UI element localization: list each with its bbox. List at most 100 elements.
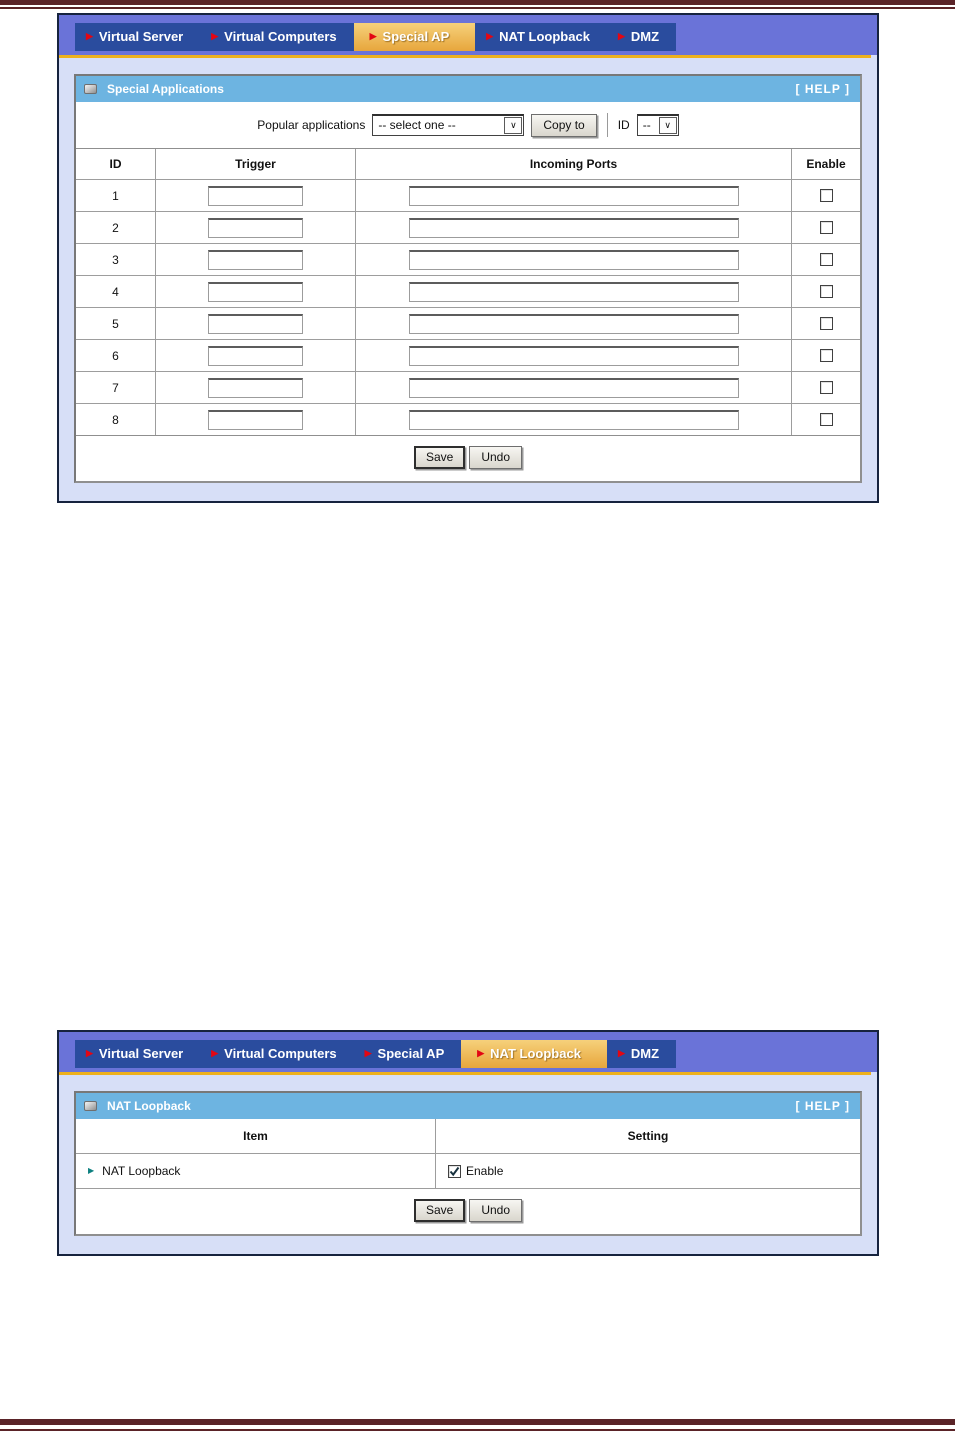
tab-dmz[interactable]: ▶ DMZ	[606, 1040, 677, 1068]
undo-button[interactable]: Undo	[469, 1199, 523, 1222]
tab-nat-loopback[interactable]: ▶ NAT Loopback	[475, 23, 607, 51]
incoming-ports-input-7[interactable]	[408, 377, 739, 398]
trigger-input-2[interactable]	[208, 217, 303, 238]
special-ap-table: ID Trigger Incoming Ports Enable 1 2	[76, 149, 860, 436]
checkmark-icon	[449, 1166, 460, 1176]
table-row: 6	[76, 340, 860, 372]
incoming-ports-input-1[interactable]	[408, 185, 739, 206]
copy-to-button[interactable]: Copy to	[531, 113, 597, 137]
tab-label: Special AP	[377, 1046, 445, 1061]
trigger-input-1[interactable]	[208, 185, 303, 206]
enable-checkbox-7[interactable]	[819, 381, 833, 394]
trigger-input-6[interactable]	[208, 345, 303, 366]
tab-special-ap[interactable]: ▶ Special AP	[353, 23, 476, 51]
trigger-input-5[interactable]	[208, 313, 303, 334]
tab-virtual-server[interactable]: ▶ Virtual Server	[75, 23, 201, 51]
panel-header: Special Applications [ HELP ]	[76, 76, 860, 102]
section-box-icon	[84, 1101, 97, 1111]
nav-tabs: ▶ Virtual Server ▶ Virtual Computers ▶ S…	[75, 1040, 677, 1068]
tab-label: Special AP	[382, 29, 450, 44]
special-ap-content: Special Applications [ HELP ] Popular ap…	[59, 58, 877, 501]
tab-virtual-computers[interactable]: ▶ Virtual Computers	[200, 1040, 354, 1068]
tab-label: Virtual Server	[98, 1046, 184, 1061]
nav-tabbar: ▶ Virtual Server ▶ Virtual Computers ▶ S…	[59, 1032, 877, 1072]
nat-loopback-panel: NAT Loopback [ HELP ] Item Setting ▶ NAT…	[74, 1091, 862, 1236]
enable-checkbox-6[interactable]	[819, 349, 833, 362]
help-link[interactable]: [ HELP ]	[795, 1099, 850, 1113]
col-header-incoming-ports: Incoming Ports	[356, 149, 792, 179]
tab-virtual-server[interactable]: ▶ Virtual Server	[75, 1040, 201, 1068]
enable-checkbox-1[interactable]	[819, 189, 833, 202]
tab-special-ap[interactable]: ▶ Special AP	[353, 1040, 462, 1068]
enable-checkbox-2[interactable]	[819, 221, 833, 234]
tab-label: DMZ	[630, 29, 660, 44]
incoming-ports-input-8[interactable]	[408, 409, 739, 430]
col-header-trigger: Trigger	[156, 149, 356, 179]
tab-arrow-icon: ▶	[486, 31, 494, 41]
form-buttons-row: Save Undo	[76, 1189, 860, 1234]
trigger-input-8[interactable]	[208, 409, 303, 430]
gold-underline	[59, 55, 871, 58]
enable-checkbox-8[interactable]	[819, 413, 833, 426]
tab-arrow-icon: ▶	[211, 31, 219, 41]
row-id: 1	[76, 180, 156, 211]
popular-applications-label: Popular applications	[257, 118, 366, 132]
undo-button[interactable]: Undo	[469, 446, 523, 469]
page-top-border-thick	[0, 0, 955, 5]
help-link[interactable]: [ HELP ]	[795, 82, 850, 96]
save-button[interactable]: Save	[413, 1199, 466, 1222]
col-header-item: Item	[76, 1119, 436, 1153]
table-row: 8	[76, 404, 860, 436]
form-buttons-row: Save Undo	[76, 436, 860, 481]
row-id: 3	[76, 244, 156, 275]
table-row: 7	[76, 372, 860, 404]
nav-tabs: ▶ Virtual Server ▶ Virtual Computers ▶ S…	[75, 23, 677, 51]
incoming-ports-input-5[interactable]	[408, 313, 739, 334]
incoming-ports-input-4[interactable]	[408, 281, 739, 302]
table-row: 2	[76, 212, 860, 244]
col-header-enable: Enable	[806, 157, 846, 171]
row-id: 8	[76, 404, 156, 435]
popular-applications-row: Popular applications -- select one -- ∨ …	[76, 102, 860, 149]
enable-checkbox-3[interactable]	[819, 253, 833, 266]
tab-virtual-computers[interactable]: ▶ Virtual Computers	[200, 23, 354, 51]
row-id: 4	[76, 276, 156, 307]
nat-loopback-table: Item Setting ▶ NAT Loopback	[76, 1119, 860, 1189]
panel-header: NAT Loopback [ HELP ]	[76, 1093, 860, 1119]
tab-nat-loopback[interactable]: ▶ NAT Loopback	[461, 1040, 607, 1068]
incoming-ports-input-3[interactable]	[408, 249, 739, 270]
copy-id-select[interactable]: -- ∨	[636, 114, 679, 136]
incoming-ports-input-6[interactable]	[408, 345, 739, 366]
item-bullet-icon: ▶	[88, 1166, 95, 1175]
table-row: ▶ NAT Loopback Enable	[76, 1154, 860, 1189]
col-header-setting: Setting	[627, 1129, 669, 1143]
item-label: NAT Loopback	[102, 1164, 181, 1178]
section-box-icon	[84, 84, 97, 94]
popular-applications-select[interactable]: -- select one -- ∨	[372, 114, 525, 136]
panel-title: NAT Loopback	[107, 1099, 191, 1113]
enable-checkbox-5[interactable]	[819, 317, 833, 330]
nat-loopback-enable-checkbox[interactable]	[448, 1164, 461, 1178]
dropdown-arrow-icon[interactable]: ∨	[504, 117, 523, 134]
trigger-input-4[interactable]	[208, 281, 303, 302]
tab-arrow-icon: ▶	[364, 1048, 372, 1058]
tab-label: NAT Loopback	[490, 1046, 581, 1061]
tab-dmz[interactable]: ▶ DMZ	[606, 23, 677, 51]
enable-checkbox-4[interactable]	[819, 285, 833, 298]
tab-arrow-icon: ▶	[86, 31, 93, 41]
incoming-ports-input-2[interactable]	[408, 217, 739, 238]
trigger-input-7[interactable]	[208, 377, 303, 398]
table-row: 3	[76, 244, 860, 276]
row-id: 2	[76, 212, 156, 243]
trigger-input-3[interactable]	[208, 249, 303, 270]
nav-tabbar: ▶ Virtual Server ▶ Virtual Computers ▶ S…	[59, 15, 877, 55]
panel-title: Special Applications	[107, 82, 224, 96]
table-row: 5	[76, 308, 860, 340]
tab-label: Virtual Computers	[224, 29, 337, 44]
copy-id-value: --	[642, 118, 651, 132]
save-button[interactable]: Save	[413, 446, 466, 469]
dropdown-arrow-icon[interactable]: ∨	[658, 117, 677, 134]
nat-loopback-screenshot: ▶ Virtual Server ▶ Virtual Computers ▶ S…	[57, 1030, 879, 1256]
table-header-row: ID Trigger Incoming Ports Enable	[76, 149, 860, 180]
